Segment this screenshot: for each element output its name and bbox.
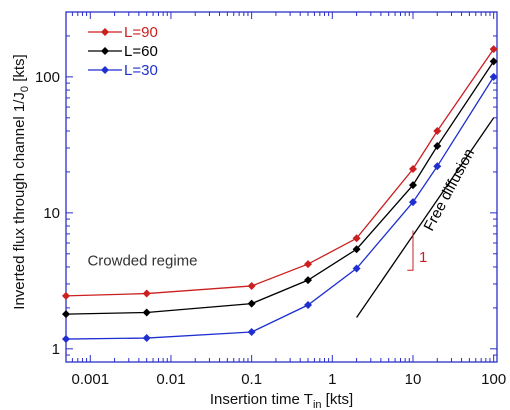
x-tick-label: 0.1 — [241, 371, 262, 388]
data-point — [304, 260, 313, 269]
data-point — [352, 245, 361, 254]
plot-frame — [65, 11, 498, 363]
data-point — [62, 310, 70, 319]
x-axis-title: Insertion time Tin [kts] — [210, 391, 353, 410]
x-tick-label: 100 — [481, 371, 506, 388]
series-line — [65, 48, 495, 297]
data-point — [408, 165, 417, 174]
data-point — [489, 72, 498, 81]
data-point — [142, 334, 151, 343]
x-tick-label: 10 — [405, 371, 422, 388]
series-line — [65, 76, 495, 340]
x-axis-title-subscript: in — [313, 399, 322, 410]
x-axis-title-main: Insertion time T — [210, 391, 313, 408]
data-point — [433, 162, 442, 171]
data-point — [433, 142, 442, 151]
x-tick-label: 1 — [328, 371, 336, 388]
data-point — [62, 291, 70, 300]
legend-label: L=30 — [124, 62, 158, 79]
legend-marker — [101, 66, 109, 74]
y-tick-label: 10 — [43, 205, 60, 222]
series-layer — [62, 45, 498, 344]
free-diffusion-line — [356, 117, 495, 318]
data-point — [142, 289, 151, 298]
data-point — [408, 181, 417, 190]
crowded-regime-annotation: Crowded regime — [87, 253, 197, 270]
data-point — [247, 281, 256, 290]
series-line — [65, 61, 495, 315]
data-point — [433, 126, 442, 135]
y-tick-label: 100 — [35, 69, 60, 86]
legend-label: L=90 — [124, 24, 158, 41]
slope-triangle — [407, 230, 414, 271]
y-axis-title-subscript: 0 — [19, 86, 31, 92]
data-point — [352, 264, 361, 273]
data-point — [62, 335, 70, 344]
data-point — [489, 57, 498, 66]
x-axis-title-unit: [kts] — [322, 391, 354, 408]
x-tick-label: 0.01 — [156, 371, 185, 388]
data-point — [304, 276, 313, 285]
y-axis-title-unit: [kts] — [11, 54, 28, 86]
tick-marks — [65, 11, 497, 363]
legend: L=90 L=60 L=30 — [88, 24, 158, 79]
y-axis-title: Inverted flux through channel 1/J0 [kts] — [11, 54, 31, 309]
data-point — [304, 301, 313, 310]
data-point — [489, 45, 498, 54]
y-tick-label: 1 — [52, 341, 60, 358]
slope-label: 1 — [419, 249, 427, 266]
tick-labels: 0.001 0.01 0.1 1 10 100 1 10 100 — [35, 69, 506, 388]
data-point — [352, 234, 361, 243]
legend-marker — [101, 28, 109, 36]
data-point — [142, 308, 151, 317]
x-tick-label: 0.001 — [72, 371, 110, 388]
legend-marker — [101, 47, 109, 55]
data-point — [247, 299, 256, 308]
y-axis-title-main: Inverted flux through channel 1/J — [11, 92, 28, 310]
legend-label: L=60 — [124, 43, 158, 60]
data-point — [408, 198, 417, 207]
data-point — [247, 327, 256, 336]
reference-lines — [356, 117, 495, 318]
